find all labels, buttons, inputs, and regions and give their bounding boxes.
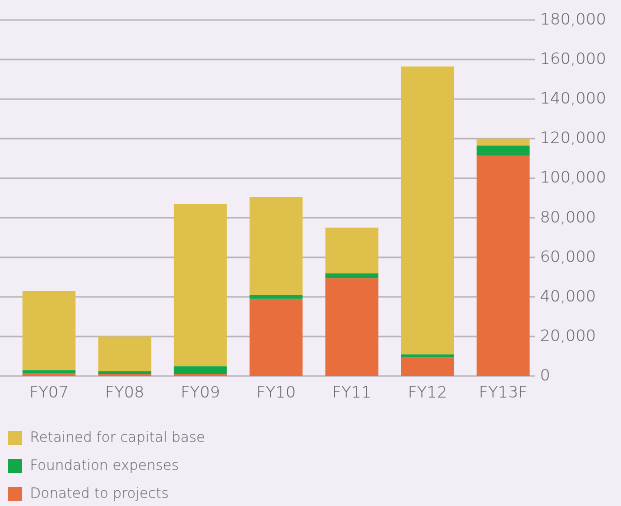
y-tick-label: 100,000	[540, 168, 606, 187]
x-tick-label: FY11	[332, 383, 371, 402]
x-tick-label: FY13F	[479, 383, 528, 402]
bar-segment	[325, 273, 379, 279]
y-tick-label: 120,000	[540, 128, 606, 147]
x-tick-label: FY09	[181, 383, 220, 402]
bar-segment	[325, 278, 379, 376]
bar-segment	[98, 371, 152, 375]
y-tick-label: 0	[540, 366, 550, 385]
legend-label: Retained for capital base	[30, 430, 205, 446]
bar-segment	[98, 336, 152, 372]
bar-segment	[401, 357, 454, 376]
bar-segment	[173, 366, 227, 375]
bar-segment	[249, 294, 303, 299]
legend-label: Foundation expenses	[30, 458, 179, 474]
bar-segment	[22, 290, 76, 371]
y-tick-label: 180,000	[540, 10, 606, 29]
bar-segment	[173, 374, 227, 376]
bar-segment	[476, 145, 530, 156]
x-tick-label: FY07	[29, 383, 68, 402]
bar-segment	[476, 155, 530, 376]
bar-segment	[401, 354, 454, 358]
y-tick-label: 20,000	[540, 326, 596, 345]
x-tick-label: FY12	[408, 383, 447, 402]
bar-segment	[401, 66, 454, 355]
y-tick-label: 160,000	[540, 49, 606, 68]
y-tick-label: 80,000	[540, 207, 596, 226]
bar-segment	[22, 370, 76, 374]
bar-segment	[22, 373, 76, 376]
legend-swatch	[8, 459, 22, 473]
bar-segment	[249, 298, 303, 376]
y-tick-label: 40,000	[540, 286, 596, 305]
legend-swatch	[8, 431, 22, 445]
bar-segment	[98, 374, 152, 376]
y-tick-label: 140,000	[540, 89, 606, 108]
bar-segment	[325, 227, 379, 274]
legend-label: Donated to projects	[30, 486, 169, 502]
bar-segment	[476, 138, 530, 146]
bar-segment	[173, 203, 227, 367]
y-tick-label: 60,000	[540, 247, 596, 266]
bar-segment	[249, 197, 303, 295]
x-tick-label: FY10	[256, 383, 295, 402]
legend-swatch	[8, 487, 22, 501]
x-tick-label: FY08	[105, 383, 144, 402]
